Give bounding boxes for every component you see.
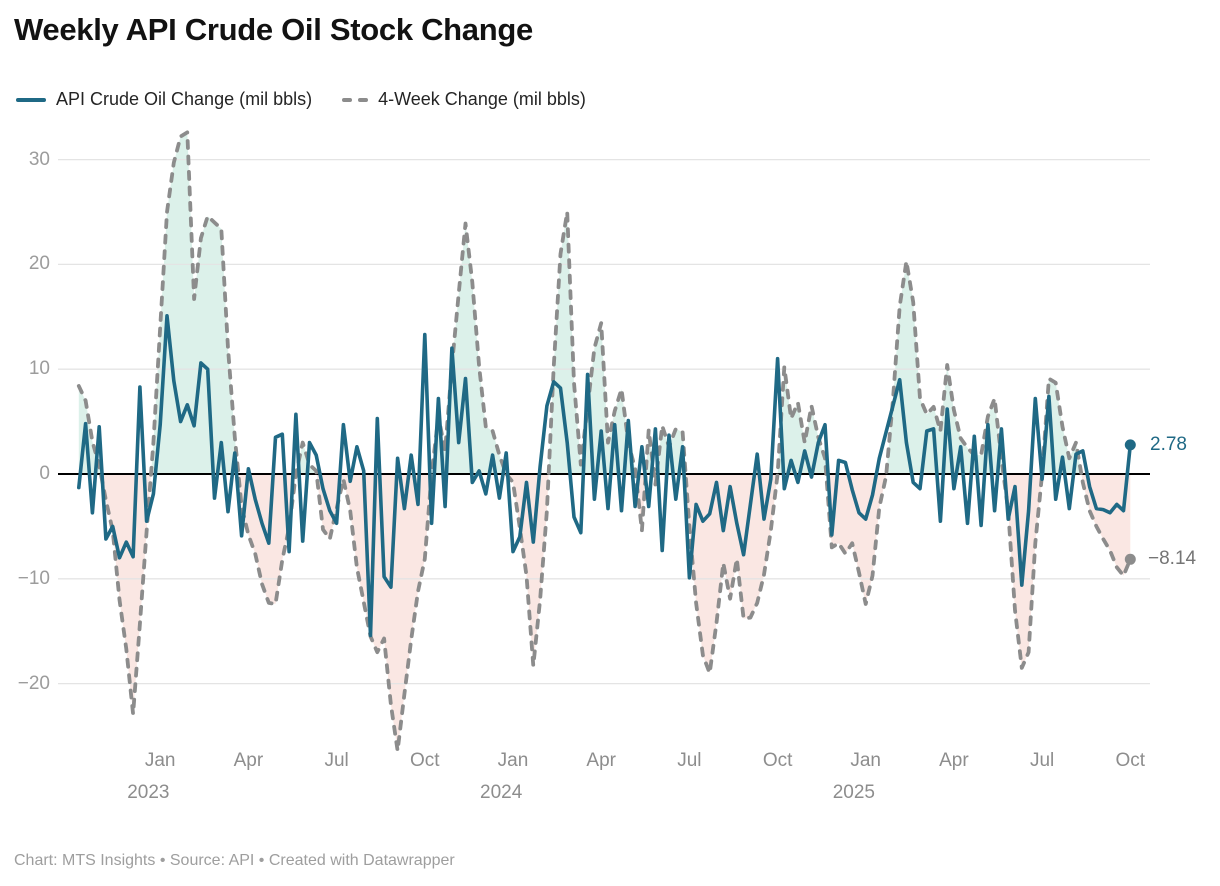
x-axis-month-label: Jan (497, 750, 529, 771)
x-axis-year-label: 2023 (127, 782, 170, 803)
x-axis-month-label: Oct (1115, 750, 1146, 771)
x-axis-month-label: Apr (586, 750, 616, 771)
x-axis-month-label: Oct (410, 750, 440, 771)
legend-label-weekly: API Crude Oil Change (mil bbls) (56, 89, 313, 109)
four-week-end-dot (1124, 553, 1136, 565)
y-axis-tick-label: 20 (28, 253, 50, 275)
legend-label-four-week: 4-Week Change (mil bbls) (378, 89, 586, 109)
x-axis-year-label: 2025 (832, 782, 875, 803)
x-axis-month-label: Apr (939, 750, 969, 771)
four-week-line (76, 130, 1133, 753)
x-axis-month-label: Jul (1029, 750, 1055, 771)
x-axis-month-label: Apr (233, 750, 264, 771)
weekly-line (77, 313, 1133, 638)
y-axis-tick-label: 0 (39, 463, 50, 484)
weekly-end-dot (1124, 439, 1136, 451)
x-axis-month-label: Jul (677, 750, 702, 771)
x-axis-month-label: Jan (144, 750, 176, 771)
y-axis-tick-label: −20 (17, 672, 50, 694)
dashed-line-swatch-icon (342, 97, 369, 102)
chart-footer: Chart: MTS Insights • Source: API • Crea… (14, 852, 455, 869)
chart-title: Weekly API Crude Oil Stock Change (14, 12, 533, 47)
positive-area-fill (78, 132, 1131, 474)
solid-line-swatch-icon (16, 97, 46, 102)
x-axis-year-label: 2024 (480, 782, 523, 803)
four-week-end-value-label: −8.14 (1148, 548, 1197, 570)
legend-item-weekly: API Crude Oil Change (mil bbls) (16, 89, 312, 110)
legend: API Crude Oil Change (mil bbls) 4-Week C… (16, 89, 586, 110)
weekly-end-value-label: 2.78 (1150, 433, 1187, 455)
legend-item-four-week: 4-Week Change (mil bbls) (342, 89, 586, 110)
y-axis-tick-label: −10 (17, 567, 50, 589)
x-axis-month-label: Oct (762, 750, 793, 771)
x-axis-month-label: Jul (324, 750, 349, 771)
negative-area-fill (78, 474, 1131, 751)
y-axis-tick-label: 10 (28, 358, 50, 380)
x-axis-month-label: Jan (850, 750, 881, 771)
y-axis-tick-label: 30 (28, 148, 50, 170)
